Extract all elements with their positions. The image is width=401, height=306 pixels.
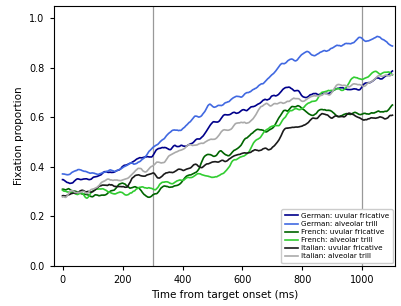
German: uvular fricative: (285, 0.44): uvular fricative: (285, 0.44) [146, 155, 150, 159]
Italian: uvular fricative: (499, 0.419): uvular fricative: (499, 0.419) [210, 160, 215, 164]
Italian: uvular fricative: (0, 0.283): uvular fricative: (0, 0.283) [60, 194, 65, 198]
French: alveolar trill: (285, 0.314): alveolar trill: (285, 0.314) [146, 186, 150, 190]
Line: Italian: alveolar trill: Italian: alveolar trill [63, 74, 393, 197]
Italian: alveolar trill: (830, 0.683): alveolar trill: (830, 0.683) [309, 95, 314, 98]
French: alveolar trill: (196, 0.296): alveolar trill: (196, 0.296) [119, 191, 124, 194]
Legend: German: uvular fricative, German: alveolar trill, French: uvular fricative, Fren: German: uvular fricative, German: alveol… [281, 209, 393, 263]
Italian: alveolar trill: (650, 0.622): alveolar trill: (650, 0.622) [255, 110, 260, 114]
German: alveolar trill: (1.05e+03, 0.925): alveolar trill: (1.05e+03, 0.925) [375, 35, 379, 38]
German: uvular fricative: (1.1e+03, 0.786): uvular fricative: (1.1e+03, 0.786) [390, 69, 395, 73]
German: alveolar trill: (830, 0.852): alveolar trill: (830, 0.852) [309, 53, 314, 57]
French: alveolar trill: (1.04e+03, 0.785): alveolar trill: (1.04e+03, 0.785) [373, 69, 378, 73]
French: alveolar trill: (499, 0.357): alveolar trill: (499, 0.357) [210, 175, 215, 179]
French: uvular fricative: (499, 0.445): uvular fricative: (499, 0.445) [210, 154, 215, 158]
Italian: alveolar trill: (1.1e+03, 0.772): alveolar trill: (1.1e+03, 0.772) [390, 73, 395, 76]
French: alveolar trill: (736, 0.592): alveolar trill: (736, 0.592) [281, 117, 286, 121]
German: alveolar trill: (16.5, 0.367): alveolar trill: (16.5, 0.367) [65, 173, 70, 177]
German: uvular fricative: (0, 0.348): uvular fricative: (0, 0.348) [60, 178, 65, 181]
Italian: uvular fricative: (11, 0.282): uvular fricative: (11, 0.282) [63, 194, 68, 198]
German: alveolar trill: (1.1e+03, 0.887): alveolar trill: (1.1e+03, 0.887) [390, 44, 395, 48]
German: alveolar trill: (650, 0.721): alveolar trill: (650, 0.721) [255, 85, 260, 89]
Italian: uvular fricative: (650, 0.466): uvular fricative: (650, 0.466) [255, 148, 260, 152]
German: uvular fricative: (499, 0.578): uvular fricative: (499, 0.578) [210, 121, 215, 125]
Italian: uvular fricative: (196, 0.32): uvular fricative: (196, 0.32) [119, 185, 124, 188]
Italian: alveolar trill: (196, 0.345): alveolar trill: (196, 0.345) [119, 178, 124, 182]
French: alveolar trill: (80.8, 0.273): alveolar trill: (80.8, 0.273) [84, 196, 89, 200]
German: alveolar trill: (196, 0.393): alveolar trill: (196, 0.393) [119, 167, 124, 170]
Line: Italian: uvular fricative: Italian: uvular fricative [63, 113, 393, 196]
French: uvular fricative: (1.1e+03, 0.649): uvular fricative: (1.1e+03, 0.649) [390, 103, 395, 107]
Italian: alveolar trill: (0, 0.278): alveolar trill: (0, 0.278) [60, 195, 65, 199]
French: alveolar trill: (0, 0.305): alveolar trill: (0, 0.305) [60, 188, 65, 192]
Y-axis label: Fixation proportion: Fixation proportion [14, 86, 24, 185]
German: uvular fricative: (736, 0.714): uvular fricative: (736, 0.714) [281, 87, 286, 91]
French: uvular fricative: (0, 0.309): uvular fricative: (0, 0.309) [60, 187, 65, 191]
Italian: alveolar trill: (736, 0.656): alveolar trill: (736, 0.656) [281, 102, 286, 105]
French: uvular fricative: (195, 0.332): uvular fricative: (195, 0.332) [119, 182, 124, 185]
Italian: uvular fricative: (285, 0.367): uvular fricative: (285, 0.367) [146, 173, 150, 177]
German: uvular fricative: (830, 0.691): uvular fricative: (830, 0.691) [309, 93, 314, 96]
German: alveolar trill: (285, 0.455): alveolar trill: (285, 0.455) [146, 151, 150, 155]
Line: French: alveolar trill: French: alveolar trill [63, 71, 393, 198]
Line: German: uvular fricative: German: uvular fricative [63, 71, 393, 183]
Italian: alveolar trill: (9.18, 0.276): alveolar trill: (9.18, 0.276) [63, 196, 68, 199]
French: uvular fricative: (830, 0.608): uvular fricative: (830, 0.608) [309, 114, 314, 117]
French: alveolar trill: (830, 0.663): alveolar trill: (830, 0.663) [309, 100, 314, 103]
German: uvular fricative: (650, 0.651): uvular fricative: (650, 0.651) [255, 103, 260, 106]
French: uvular fricative: (283, 0.279): uvular fricative: (283, 0.279) [145, 195, 150, 199]
German: alveolar trill: (736, 0.816): alveolar trill: (736, 0.816) [281, 62, 286, 65]
German: alveolar trill: (0, 0.371): alveolar trill: (0, 0.371) [60, 172, 65, 176]
Italian: alveolar trill: (285, 0.386): alveolar trill: (285, 0.386) [146, 168, 150, 172]
French: alveolar trill: (650, 0.511): alveolar trill: (650, 0.511) [255, 137, 260, 141]
Italian: uvular fricative: (736, 0.545): uvular fricative: (736, 0.545) [281, 129, 286, 132]
Line: French: uvular fricative: French: uvular fricative [63, 105, 393, 197]
German: uvular fricative: (23.9, 0.333): uvular fricative: (23.9, 0.333) [67, 181, 72, 185]
French: alveolar trill: (1.1e+03, 0.77): alveolar trill: (1.1e+03, 0.77) [390, 73, 395, 77]
German: uvular fricative: (196, 0.396): uvular fricative: (196, 0.396) [119, 166, 124, 170]
Italian: uvular fricative: (830, 0.592): uvular fricative: (830, 0.592) [309, 117, 314, 121]
French: uvular fricative: (288, 0.277): uvular fricative: (288, 0.277) [147, 196, 152, 199]
French: uvular fricative: (650, 0.551): uvular fricative: (650, 0.551) [255, 128, 260, 131]
Italian: uvular fricative: (1.1e+03, 0.608): uvular fricative: (1.1e+03, 0.608) [390, 114, 395, 117]
Line: German: alveolar trill: German: alveolar trill [63, 36, 393, 175]
French: uvular fricative: (736, 0.625): uvular fricative: (736, 0.625) [281, 109, 286, 113]
Italian: uvular fricative: (957, 0.616): uvular fricative: (957, 0.616) [347, 111, 352, 115]
German: alveolar trill: (499, 0.644): alveolar trill: (499, 0.644) [210, 104, 215, 108]
Italian: alveolar trill: (499, 0.51): alveolar trill: (499, 0.51) [210, 137, 215, 141]
X-axis label: Time from target onset (ms): Time from target onset (ms) [151, 290, 298, 300]
